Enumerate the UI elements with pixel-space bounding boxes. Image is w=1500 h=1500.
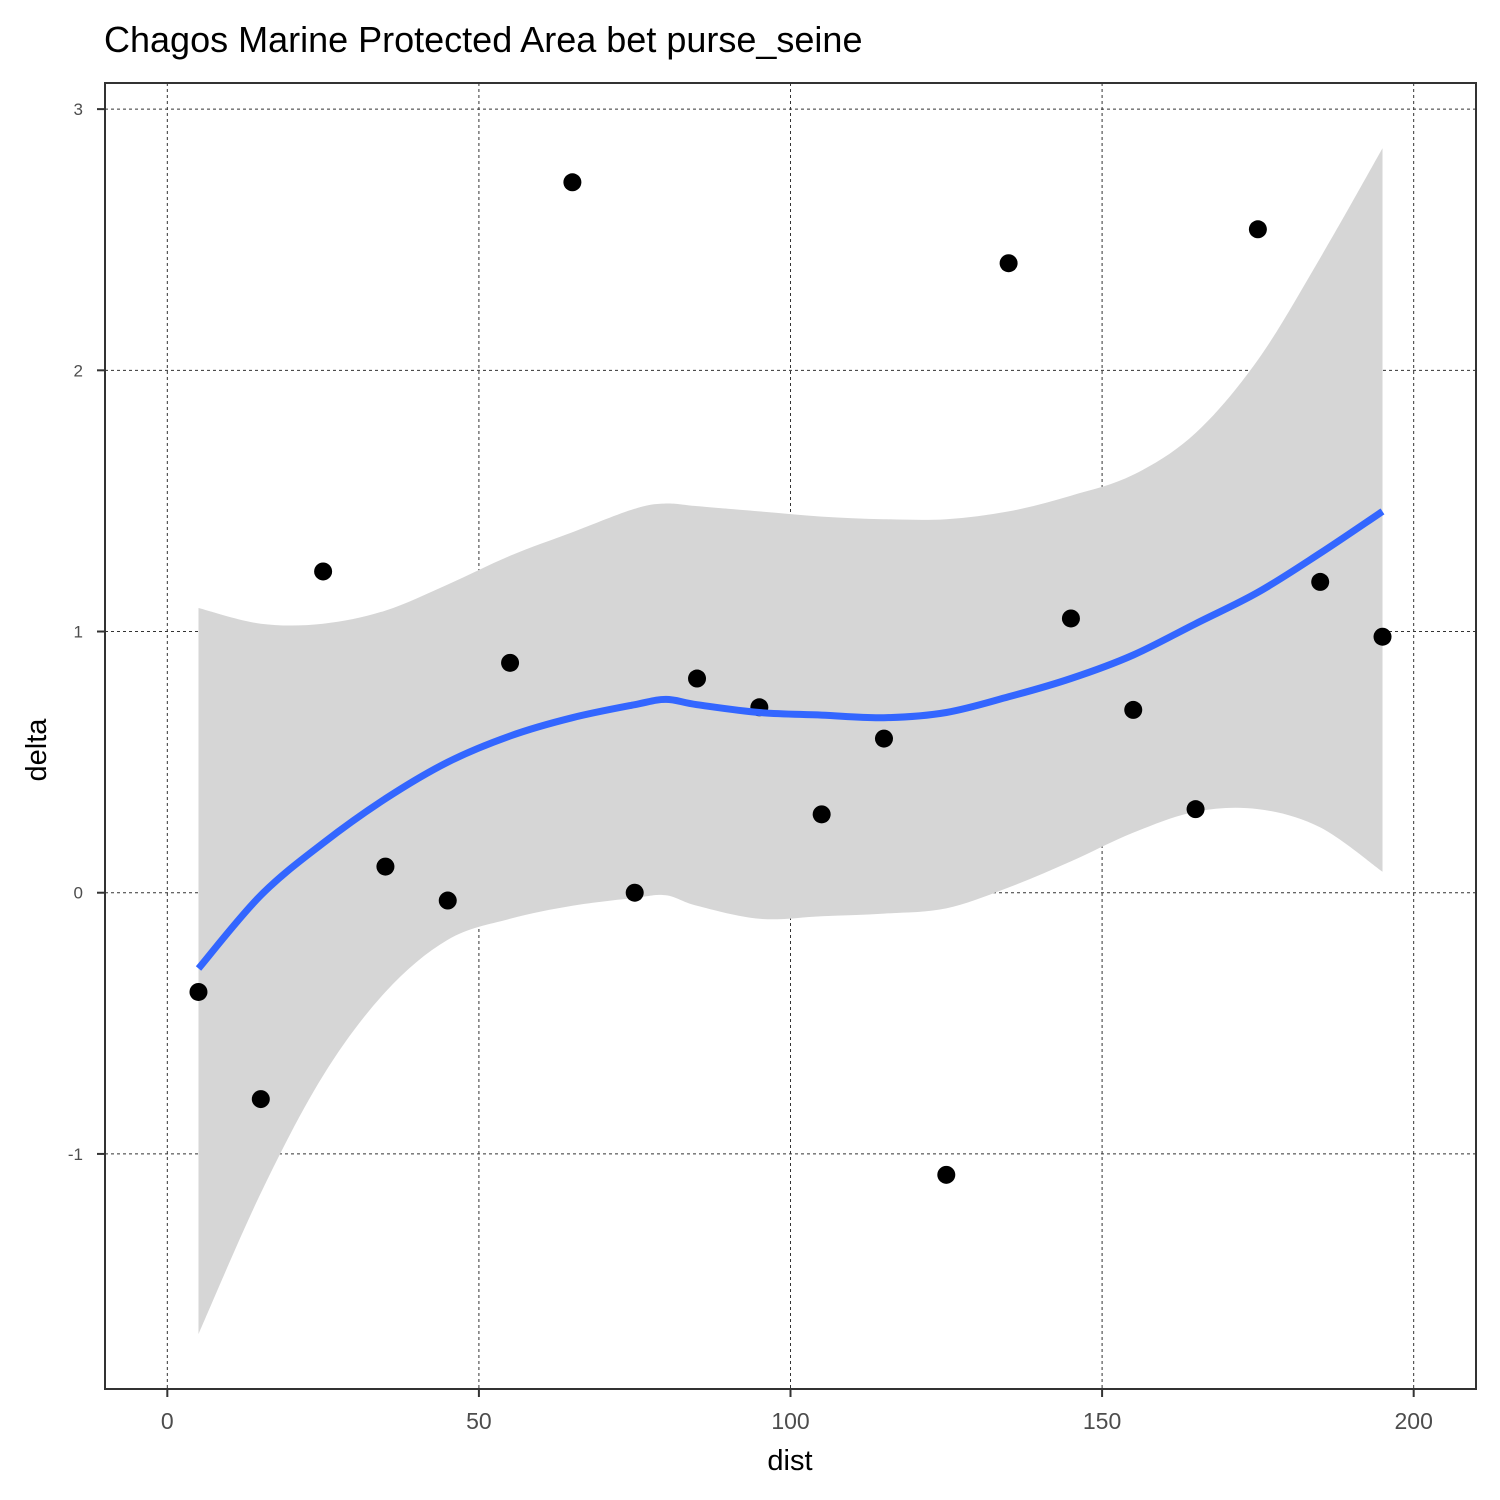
data-point [376,857,395,876]
y-tick-label: 3 [74,100,83,119]
data-point [937,1165,956,1184]
x-tick-label: 100 [771,1408,809,1434]
confidence-band [198,148,1383,1335]
x-tick-label: 0 [161,1408,174,1434]
y-tick-label: -1 [68,1145,83,1164]
axes: 0 50 100 150 200 -1 0 1 2 3 [68,100,1433,1434]
data-point [688,669,707,688]
data-point [1248,220,1267,239]
confidence-band-group [198,148,1383,1335]
y-tick-label: 1 [74,623,83,642]
data-point [874,729,893,748]
data-point [314,562,333,581]
data-point [1061,609,1080,628]
data-point [1311,572,1330,591]
data-point [501,653,520,672]
smooth-line-group [195,508,1385,971]
data-point [251,1090,270,1109]
y-tick-label: 2 [74,361,83,380]
data-point [999,254,1018,273]
data-points [189,173,1392,1184]
x-tick-label: 50 [466,1408,492,1434]
data-point [1373,627,1392,646]
data-point [563,173,582,192]
x-tick-label: 150 [1083,1408,1121,1434]
data-point [438,891,457,910]
data-point [1124,700,1143,719]
data-point [189,982,208,1001]
chart-title: Chagos Marine Protected Area bet purse_s… [104,19,862,60]
smooth-line [195,508,1385,971]
y-tick-label: 0 [74,884,83,903]
x-axis-title: dist [767,1445,812,1477]
data-point [1186,800,1205,819]
y-axis-title: delta [21,718,53,782]
x-tick-label: 200 [1394,1408,1432,1434]
data-point [812,805,831,824]
data-point [625,883,644,902]
